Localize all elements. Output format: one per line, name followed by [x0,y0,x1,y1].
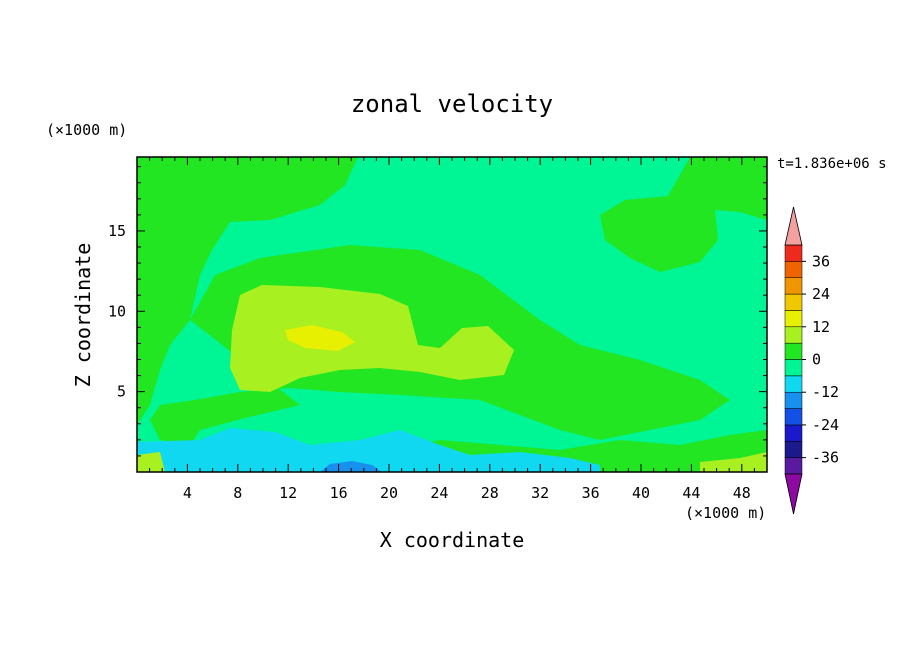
colorbar-segment [784,457,803,475]
colorbar-tick-label: 12 [812,318,830,336]
colorbar-segment [784,293,803,311]
y-axis-label: Z coordinate [71,243,95,388]
colorbar-segment [784,326,803,344]
x-tick-label: 36 [582,484,600,502]
colorbar-tick-label: -24 [812,416,839,434]
x-tick-label: 48 [733,484,751,502]
region-positive-maximum [285,325,355,351]
colorbar-segment [784,359,803,377]
x-tick-label: 44 [682,484,700,502]
x-tick-label: 20 [380,484,398,502]
x-tick-label: 16 [330,484,348,502]
colorbar-segment [784,277,803,295]
region-strong-negative [320,461,382,472]
y-tick-label: 10 [108,302,126,320]
region-surface-positive-right [700,452,767,472]
x-tick-label: 4 [183,484,192,502]
colorbar-tick-label: 24 [812,285,830,303]
colorbar-segment [784,261,803,278]
y-unit-label: (×1000 m) [46,121,127,139]
x-tick-label: 12 [279,484,297,502]
colorbar-tick-label: -12 [812,383,839,401]
colorbar: -36 -24 -12 0 12 24 36 [784,206,839,515]
colorbar-tick-label: -36 [812,449,839,467]
colorbar-segment [784,342,803,360]
x-tick-label: 28 [481,484,499,502]
region-negative-layer [137,428,600,472]
colorbar-segment [784,310,803,328]
region-weak-positive-upper-left [137,157,358,425]
x-unit-label: (×1000 m) [685,504,766,522]
y-tick-label: 5 [117,383,126,401]
x-tick-label: 24 [430,484,448,502]
colorbar-over-triangle [784,206,803,246]
x-tick-label: 32 [531,484,549,502]
x-tick-label: 40 [632,484,650,502]
time-label: t=1.836e+06 s [777,156,887,172]
colorbar-tick-label: 36 [812,252,830,270]
colorbar-segment [784,408,803,426]
x-tick-label: 8 [233,484,242,502]
colorbar-segment [784,391,803,409]
chart-title: zonal velocity [351,90,553,118]
colorbar-under-triangle [784,473,803,515]
colorbar-segment [784,441,803,458]
colorbar-tick-label: 0 [812,351,821,369]
x-axis-label: X coordinate [380,528,525,552]
region-positive-core [230,285,514,392]
y-tick-label: 15 [108,222,126,240]
x-tick-labels: 4 8 12 16 20 24 28 32 36 40 44 48 [183,484,751,502]
colorbar-segment [784,244,803,262]
contour-field [137,157,767,472]
region-surface-positive-left [137,452,165,472]
y-tick-labels: 5 10 15 [108,222,126,401]
colorbar-segment [784,424,803,442]
region-weak-positive-upper-right [600,157,767,272]
axis-ticks [137,157,767,472]
colorbar-segment [784,375,803,393]
